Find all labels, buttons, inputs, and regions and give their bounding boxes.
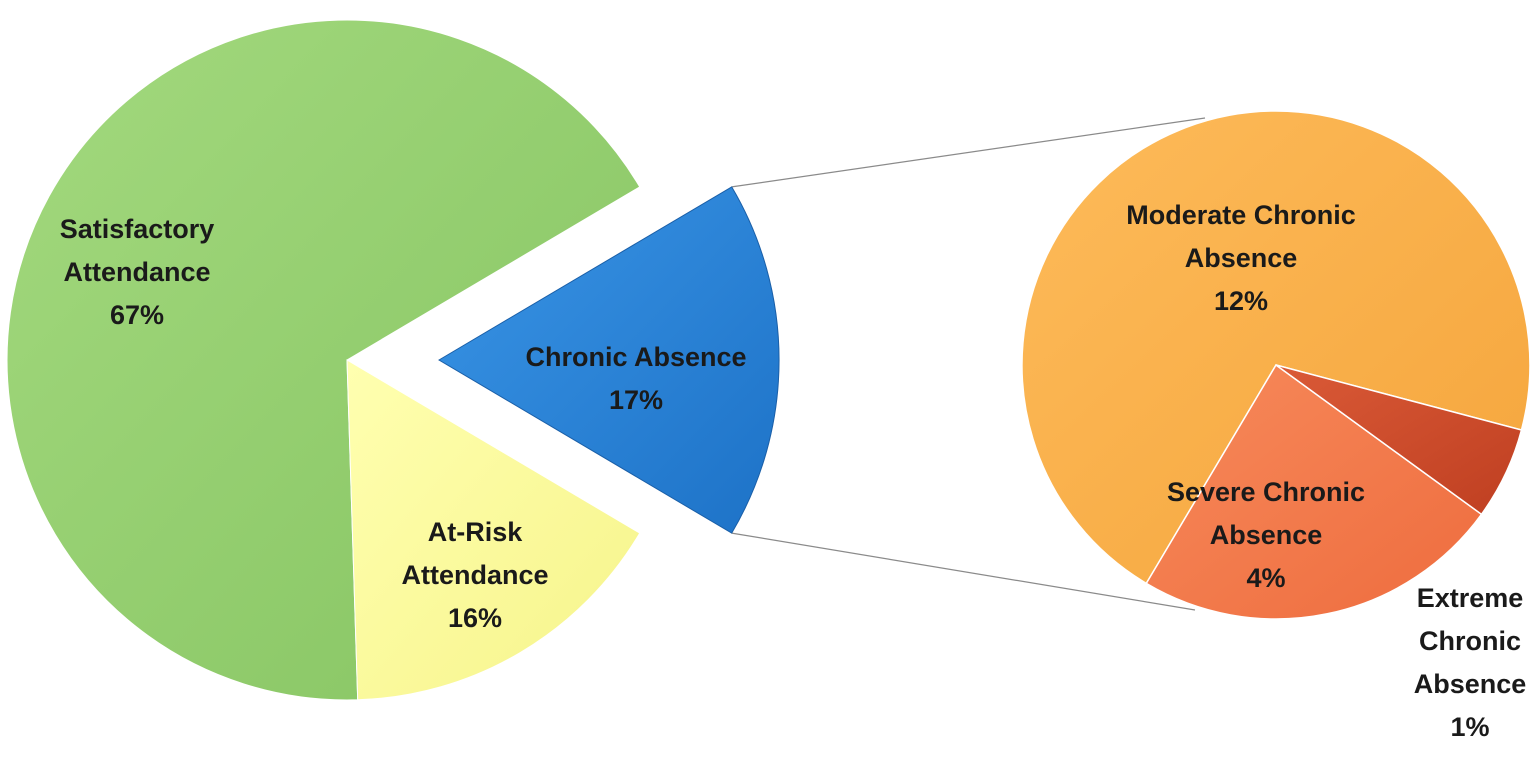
main-label-at-risk-attendance: At-Risk Attendance 16%	[401, 517, 548, 633]
label-line: At-Risk	[428, 517, 523, 547]
label-line: Attendance	[401, 560, 548, 590]
label-line: 16%	[448, 603, 502, 633]
main-label-chronic-absence: Chronic Absence 17%	[525, 342, 746, 415]
detail-slice-extreme-chronic-absence	[1275, 364, 1523, 516]
pie-slice-satisfactory-attendance	[6, 19, 641, 701]
detail-label-moderate-chronic-absence: Moderate Chronic Absence 12%	[1126, 200, 1356, 316]
label-line: Absence	[1414, 669, 1527, 699]
label-line: Severe Chronic	[1167, 477, 1365, 507]
label-line: 1%	[1450, 712, 1489, 742]
detail-label-severe-chronic-absence: Severe Chronic Absence 4%	[1167, 477, 1365, 593]
main-label-satisfactory-attendance: Satisfactory Attendance 67%	[60, 214, 215, 330]
pie-slice-at-risk-attendance	[346, 359, 641, 701]
label-line: Absence	[1210, 520, 1323, 550]
detail-slice-moderate-chronic-absence	[1021, 110, 1531, 585]
label-line: Chronic Absence	[525, 342, 746, 372]
label-line: 12%	[1214, 286, 1268, 316]
connector-line-bottom	[731, 532, 1196, 611]
label-line: Satisfactory	[60, 214, 215, 244]
label-line: 67%	[110, 300, 164, 330]
label-line: Moderate Chronic	[1126, 200, 1356, 230]
label-line: Extreme	[1417, 583, 1524, 613]
detail-slice-severe-chronic-absence	[1145, 363, 1483, 620]
label-line: 17%	[609, 385, 663, 415]
connector-line-top	[731, 117, 1206, 188]
label-line: 4%	[1246, 563, 1285, 593]
label-line: Chronic	[1419, 626, 1521, 656]
pie-slice-chronic-absence	[438, 186, 780, 534]
label-line: Attendance	[63, 257, 210, 287]
label-line: Absence	[1185, 243, 1298, 273]
detail-label-extreme-chronic-absence: Extreme Chronic Absence 1%	[1414, 583, 1527, 742]
